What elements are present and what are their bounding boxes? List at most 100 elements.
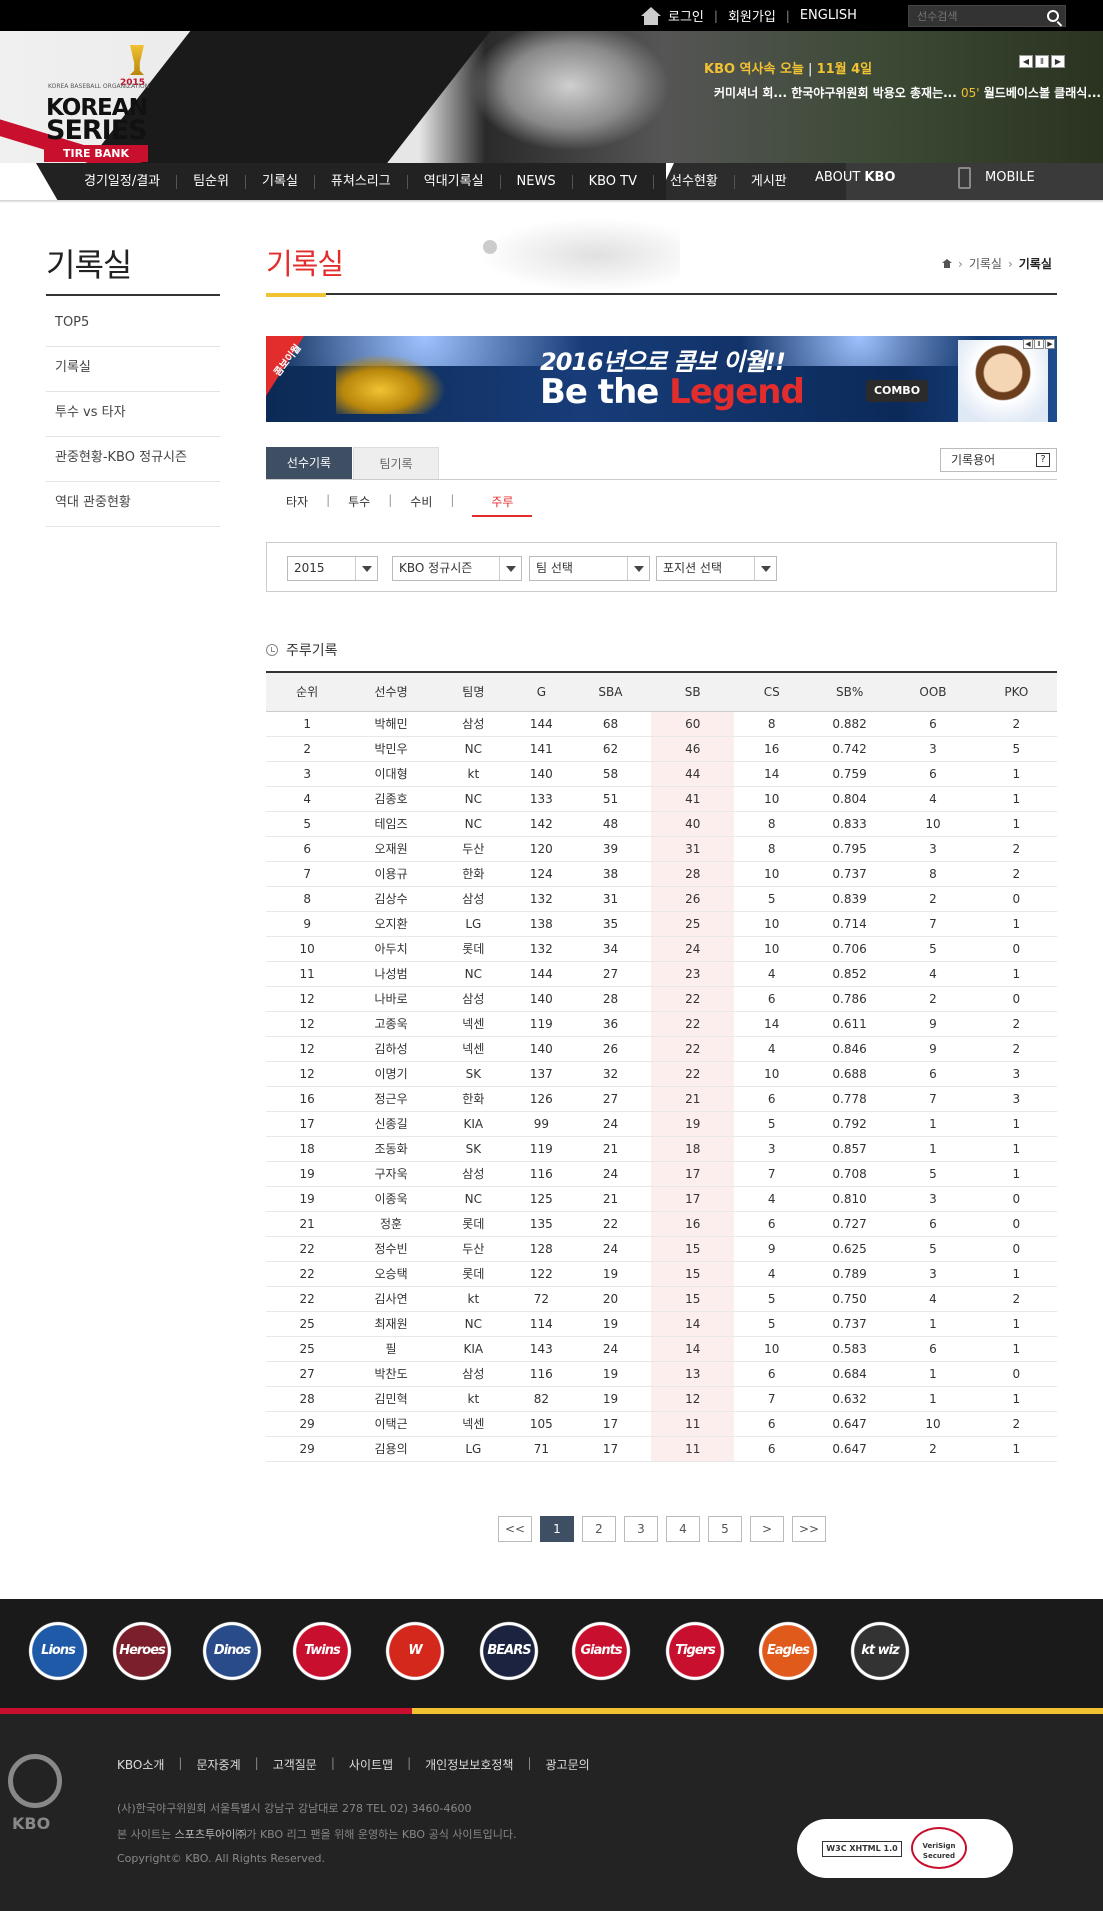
footer-link-faq[interactable]: 고객질문 xyxy=(272,1758,317,1772)
team-logo[interactable]: Twins xyxy=(287,1621,357,1681)
team-logo[interactable]: Lions xyxy=(23,1621,93,1681)
first-page-button[interactable]: << xyxy=(498,1516,532,1542)
subtab-baserunning[interactable]: 주루 xyxy=(472,493,533,517)
cell-player-name[interactable]: 김상수 xyxy=(348,886,434,912)
team-logo[interactable]: BEARS xyxy=(474,1621,544,1681)
team-logo[interactable]: kt wiz xyxy=(845,1621,915,1681)
sidebar-item-attendance[interactable]: 관중현황-KBO 정규시즌 xyxy=(46,437,220,482)
cell-player-name[interactable]: 박찬도 xyxy=(348,1361,434,1387)
player-search-input[interactable] xyxy=(909,6,1039,26)
cell-player-name[interactable]: 정근우 xyxy=(348,1086,434,1112)
footer-link-about[interactable]: KBO소개 xyxy=(117,1758,165,1772)
nav-news[interactable]: NEWS xyxy=(501,175,573,189)
season-select[interactable]: KBO 정규시즌 xyxy=(392,556,522,581)
cell-player-name[interactable]: 이명기 xyxy=(348,1061,434,1087)
cell-player-name[interactable]: 이용규 xyxy=(348,861,434,887)
team-logo[interactable]: Dinos xyxy=(197,1621,267,1681)
about-kbo-link[interactable]: ABOUT KBO xyxy=(815,170,896,185)
team-logo[interactable]: Tigers xyxy=(660,1621,730,1681)
nav-futures[interactable]: 퓨쳐스리그 xyxy=(315,175,408,189)
subtab-defense[interactable]: 수비 xyxy=(410,495,433,509)
cell-player-name[interactable]: 김종호 xyxy=(348,786,434,812)
pause-icon[interactable]: Ⅱ xyxy=(1034,339,1044,349)
home-icon[interactable] xyxy=(942,259,952,268)
team-logo[interactable]: Heroes xyxy=(107,1621,177,1681)
team-select[interactable]: 팀 선택 xyxy=(529,556,650,581)
cell-player-name[interactable]: 오승택 xyxy=(348,1261,434,1287)
cell-player-name[interactable]: 최재원 xyxy=(348,1311,434,1337)
cell-player-name[interactable]: 조동화 xyxy=(348,1136,434,1162)
cell-player-name[interactable]: 고종욱 xyxy=(348,1011,434,1037)
home-icon[interactable] xyxy=(640,6,662,25)
cell-player-name[interactable]: 아두치 xyxy=(348,936,434,962)
cell-player-name[interactable]: 김용의 xyxy=(348,1436,434,1462)
cell-player-name[interactable]: 김민혁 xyxy=(348,1386,434,1412)
promo-banner[interactable]: 콤보이월 2016년으로 콤보 이월!! Be the Legend COMBO… xyxy=(266,336,1057,422)
sidebar-item-pitcher-vs-batter[interactable]: 투수 vs 타자 xyxy=(46,392,220,437)
login-link[interactable]: 로그인 xyxy=(668,10,704,25)
cell-player-name[interactable]: 구자욱 xyxy=(348,1161,434,1187)
next-icon[interactable]: ▶ xyxy=(1045,339,1055,349)
cell-player-name[interactable]: 테임즈 xyxy=(348,811,434,837)
team-logo[interactable]: Giants xyxy=(566,1621,636,1681)
footer-link-sms[interactable]: 문자중계 xyxy=(196,1758,241,1772)
nav-history[interactable]: 역대기록실 xyxy=(408,175,501,189)
cell-player-name[interactable]: 신종길 xyxy=(348,1111,434,1137)
cell-player-name[interactable]: 이택근 xyxy=(348,1411,434,1437)
cell-player-name[interactable]: 오재원 xyxy=(348,836,434,862)
search-icon[interactable] xyxy=(1047,10,1059,22)
footer-link-ads[interactable]: 광고문의 xyxy=(545,1758,590,1772)
korean-series-logo[interactable]: 2015 KOREA BASEBALL ORGANIZATION KOREAN … xyxy=(44,43,152,162)
cell-player-name[interactable]: 박해민 xyxy=(348,711,434,737)
tab-team-records[interactable]: 팀기록 xyxy=(353,447,439,480)
kbo-logo[interactable]: KBO xyxy=(6,1754,66,1834)
nav-kbo-tv[interactable]: KBO TV xyxy=(573,175,655,189)
subtab-pitcher[interactable]: 투수 xyxy=(348,495,371,509)
cell-player-name[interactable]: 박민우 xyxy=(348,736,434,762)
prev-icon[interactable]: ◀ xyxy=(1019,55,1033,68)
breadcrumb-item[interactable]: 기록실 xyxy=(968,257,1002,271)
cell-player-name[interactable]: 필 xyxy=(348,1336,434,1362)
subtab-batter[interactable]: 타자 xyxy=(286,495,309,509)
position-select[interactable]: 포지션 선택 xyxy=(656,556,777,581)
cell-player-name[interactable]: 나바로 xyxy=(348,986,434,1012)
signup-link[interactable]: 회원가입 xyxy=(727,10,776,25)
team-logo[interactable]: Eagles xyxy=(753,1621,823,1681)
history-headline[interactable]: 커미셔너 회... 한국야구위원회 박용오 총재는... 05' 월드베이스볼 … xyxy=(714,86,1103,100)
nav-schedule[interactable]: 경기일정/결과 xyxy=(36,175,178,189)
mobile-link[interactable]: MOBILE xyxy=(958,163,1035,193)
last-page-button[interactable]: >> xyxy=(792,1516,826,1542)
cell-player-name[interactable]: 오지환 xyxy=(348,911,434,937)
team-logo[interactable]: W xyxy=(380,1621,450,1681)
pause-icon[interactable]: Ⅱ xyxy=(1035,55,1049,68)
cell-player-name[interactable]: 정수빈 xyxy=(348,1236,434,1262)
next-page-button[interactable]: > xyxy=(750,1516,784,1542)
glossary-button[interactable]: 기록용어? xyxy=(940,448,1057,472)
nav-players[interactable]: 선수현황 xyxy=(654,175,735,189)
next-icon[interactable]: ▶ xyxy=(1051,55,1065,68)
cell-player-name[interactable]: 정훈 xyxy=(348,1211,434,1237)
sidebar-item-top5[interactable]: TOP5 xyxy=(46,302,220,347)
page-4-button[interactable]: 4 xyxy=(666,1516,700,1542)
footer-link-sitemap[interactable]: 사이트맵 xyxy=(348,1758,394,1772)
footer-link-privacy[interactable]: 개인정보보호정책 xyxy=(425,1758,514,1772)
year-select[interactable]: 2015 xyxy=(287,556,378,581)
page-5-button[interactable]: 5 xyxy=(708,1516,742,1542)
english-link[interactable]: ENGLISH xyxy=(799,8,857,23)
cell-player-name[interactable]: 이종욱 xyxy=(348,1186,434,1212)
verisign-badge[interactable]: VeriSign Secured xyxy=(911,1827,967,1869)
page-2-button[interactable]: 2 xyxy=(582,1516,616,1542)
cell-player-name[interactable]: 김하성 xyxy=(348,1036,434,1062)
nav-standings[interactable]: 팀순위 xyxy=(177,175,247,189)
page-1-button[interactable]: 1 xyxy=(540,1516,574,1542)
prev-icon[interactable]: ◀ xyxy=(1023,339,1033,349)
tab-player-records[interactable]: 선수기록 xyxy=(266,447,352,480)
nav-board[interactable]: 게시판 xyxy=(750,174,787,189)
cell-player-name[interactable]: 이대형 xyxy=(348,761,434,787)
cell-player-name[interactable]: 나성범 xyxy=(348,961,434,987)
cell-player-name[interactable]: 김사연 xyxy=(348,1286,434,1312)
sidebar-item-records[interactable]: 기록실 xyxy=(46,347,220,392)
sidebar-item-historic-attendance[interactable]: 역대 관중현황 xyxy=(46,482,220,527)
page-3-button[interactable]: 3 xyxy=(624,1516,658,1542)
nav-records[interactable]: 기록실 xyxy=(246,175,315,189)
